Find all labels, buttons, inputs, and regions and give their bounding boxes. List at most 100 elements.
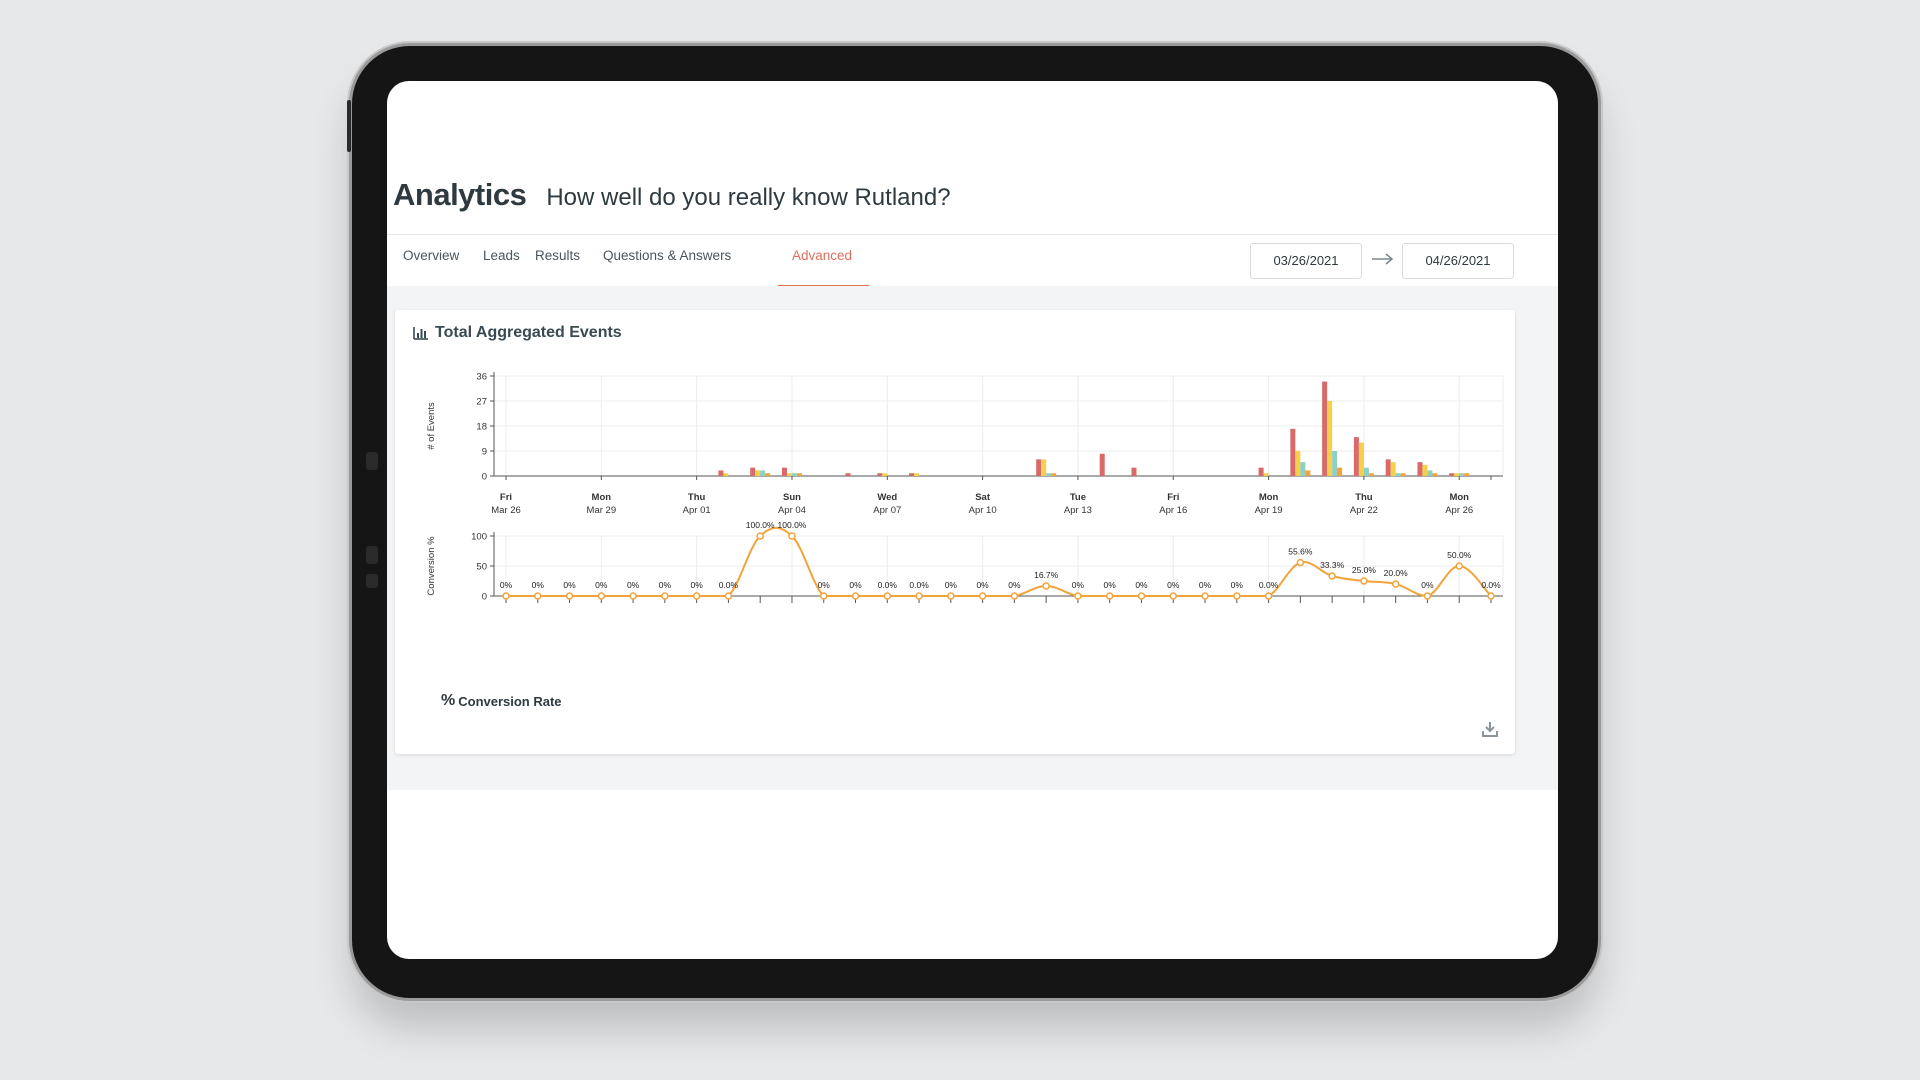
conversion-point bbox=[978, 592, 987, 600]
bar bbox=[765, 473, 771, 476]
conversion-point-label: 0% bbox=[1072, 580, 1085, 590]
conversion-point bbox=[883, 592, 892, 600]
bar bbox=[1385, 459, 1391, 476]
conversion-point bbox=[534, 592, 542, 600]
x-tick-date: Apr 19 bbox=[1255, 505, 1283, 516]
bar bbox=[1263, 473, 1269, 476]
conversion-point-label: 0% bbox=[1104, 580, 1117, 590]
conversion-point bbox=[1296, 558, 1305, 567]
y-tick-label: 9 bbox=[482, 447, 487, 458]
x-tick-date: Apr 26 bbox=[1445, 505, 1473, 516]
conversion-point-label: 0.0% bbox=[1481, 580, 1501, 590]
x-tick-date: Apr 04 bbox=[778, 505, 806, 516]
conversion-point-label: 0% bbox=[849, 580, 862, 590]
bar bbox=[1051, 473, 1057, 476]
bar bbox=[791, 473, 797, 476]
bar bbox=[718, 470, 724, 476]
conversion-point bbox=[1042, 582, 1050, 590]
conversion-point-label: 0% bbox=[690, 580, 703, 590]
bar bbox=[796, 473, 802, 476]
bar bbox=[1327, 401, 1333, 476]
tab-questions-answers[interactable]: Questions & Answers bbox=[603, 248, 732, 263]
end-date-field[interactable]: 04/26/2021 bbox=[1402, 243, 1514, 279]
bar bbox=[1427, 470, 1433, 476]
conversion-point bbox=[1010, 592, 1019, 600]
y-axis-label: # of Events bbox=[426, 402, 437, 450]
tablet-volume-button bbox=[366, 574, 378, 588]
arrow-right-icon bbox=[1372, 253, 1394, 265]
conversion-point bbox=[1074, 592, 1082, 600]
conversion-point-label: 0% bbox=[659, 580, 672, 590]
conversion-point-label: 0% bbox=[627, 580, 640, 590]
y-tick-label: 18 bbox=[476, 422, 487, 433]
conversion-point-label: 0% bbox=[976, 580, 989, 590]
download-icon[interactable] bbox=[1481, 720, 1499, 738]
x-tick-date: Mar 29 bbox=[587, 505, 617, 516]
start-date-field[interactable]: 03/26/2021 bbox=[1250, 243, 1362, 279]
bar bbox=[909, 473, 915, 476]
conversion-point bbox=[502, 592, 510, 600]
conversion-point-label: 0% bbox=[563, 580, 576, 590]
conversion-point-label: 0% bbox=[1231, 580, 1244, 590]
bar bbox=[1332, 451, 1338, 476]
x-tick-day: Thu bbox=[688, 492, 706, 503]
y-tick-label: 100 bbox=[471, 532, 487, 543]
y-axis-label: Conversion % bbox=[426, 536, 437, 596]
tab-leads[interactable]: Leads bbox=[483, 248, 520, 263]
x-tick-day: Sun bbox=[783, 492, 801, 503]
bar bbox=[1417, 462, 1423, 476]
conversion-point bbox=[915, 592, 923, 600]
bar bbox=[1395, 473, 1401, 476]
bar bbox=[1459, 473, 1465, 476]
conversion-point bbox=[692, 592, 701, 600]
conversion-point-label: 0.0% bbox=[719, 580, 739, 590]
conversion-point-label: 16.7% bbox=[1034, 570, 1059, 580]
conversion-point-label: 33.3% bbox=[1320, 560, 1345, 570]
x-tick-date: Apr 10 bbox=[969, 505, 997, 516]
conversion-point-label: 0% bbox=[1135, 580, 1148, 590]
bar bbox=[1449, 473, 1455, 476]
conversion-point-label: 55.6% bbox=[1288, 547, 1313, 557]
tab-results[interactable]: Results bbox=[535, 248, 581, 263]
bar bbox=[1363, 467, 1369, 476]
y-tick-label: 36 bbox=[476, 372, 487, 383]
tab-advanced[interactable]: Advanced bbox=[778, 235, 869, 287]
y-tick-label: 0 bbox=[482, 592, 487, 603]
quiz-title: How well do you really know Rutland? bbox=[546, 184, 951, 211]
bar bbox=[1432, 473, 1438, 476]
events-chart-card: Total Aggregated Events 0 9 18 27 36 # of Eve… bbox=[395, 310, 1515, 754]
bar bbox=[1258, 467, 1264, 476]
bar bbox=[1368, 473, 1374, 476]
x-tick-date: Apr 07 bbox=[873, 505, 901, 516]
conversion-point bbox=[565, 592, 574, 600]
x-tick-day: Mon bbox=[1259, 492, 1279, 503]
conversion-point bbox=[1169, 592, 1178, 600]
card-title: Total Aggregated Events bbox=[413, 324, 622, 342]
conversion-point-label: 0% bbox=[1421, 580, 1434, 590]
bar bbox=[882, 473, 888, 476]
bar bbox=[750, 467, 756, 476]
bar bbox=[1036, 459, 1042, 476]
conversion-point bbox=[819, 592, 828, 600]
x-tick-date: Apr 22 bbox=[1350, 505, 1378, 516]
conversion-point bbox=[724, 592, 733, 600]
x-tick-date: Apr 16 bbox=[1159, 505, 1187, 516]
x-tick-day: Wed bbox=[877, 492, 897, 503]
conversion-point bbox=[756, 532, 764, 540]
conversion-point-label: 0% bbox=[1008, 580, 1021, 590]
bar-chart-icon bbox=[413, 327, 428, 340]
bar bbox=[1400, 473, 1406, 476]
conversion-point bbox=[1233, 592, 1241, 600]
conversion-line bbox=[505, 526, 1492, 598]
x-tick-day: Tue bbox=[1070, 492, 1086, 503]
tab-overview[interactable]: Overview bbox=[403, 248, 460, 263]
conversion-point bbox=[1455, 562, 1463, 570]
conversion-point bbox=[1423, 592, 1432, 600]
conversion-point bbox=[851, 592, 860, 600]
conversion-rate-label: Conversion Rate bbox=[458, 693, 562, 709]
x-tick-date: Apr 01 bbox=[683, 505, 711, 516]
y-tick-label: 27 bbox=[476, 397, 487, 408]
conversion-point-label: 25.0% bbox=[1352, 565, 1377, 575]
conversion-point-label: 0% bbox=[818, 580, 831, 590]
conversion-point-label: 20.0% bbox=[1384, 568, 1409, 578]
